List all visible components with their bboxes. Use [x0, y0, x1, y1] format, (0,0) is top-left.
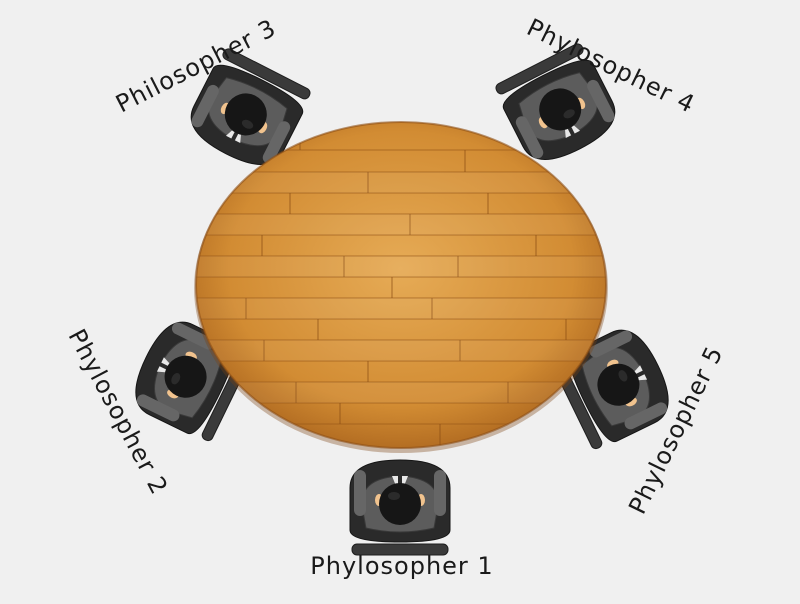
philosopher-1-label: Phylosopher 1 — [310, 552, 494, 580]
wood-planks — [196, 130, 606, 446]
round-table — [194, 121, 608, 453]
philosopher-1-figure — [349, 459, 451, 556]
